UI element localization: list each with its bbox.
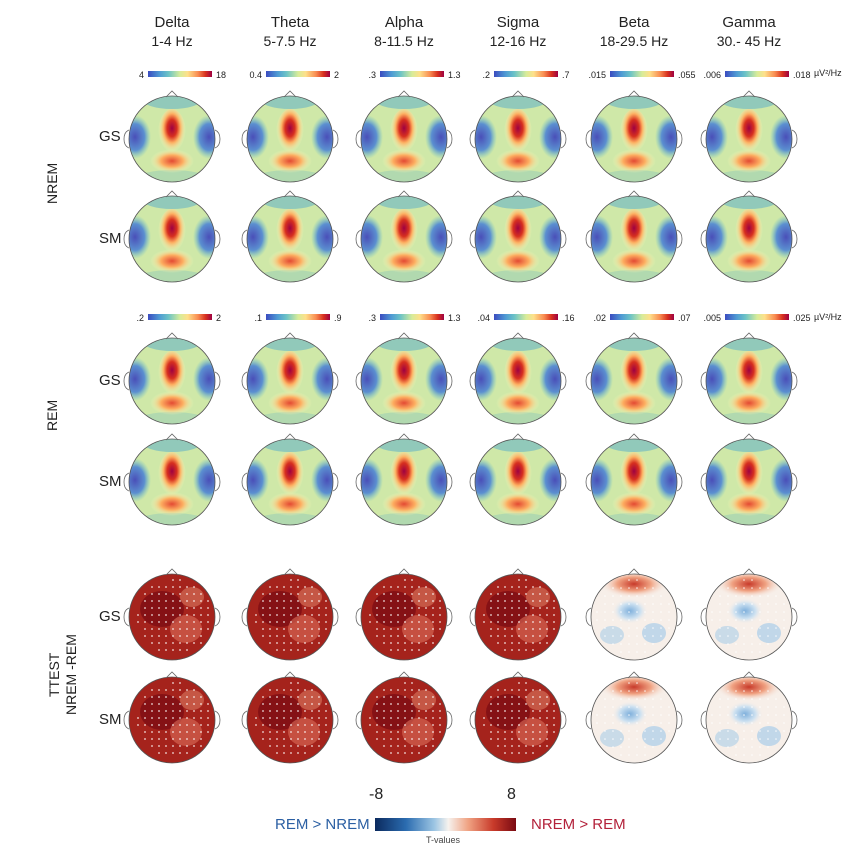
topoplot-ttest-sm-beta bbox=[585, 671, 683, 764]
rem-scale-max-4: .07 bbox=[678, 313, 691, 323]
topoplot-rem-gs-sigma bbox=[469, 332, 567, 425]
topoplot-rem-gs-delta bbox=[123, 332, 221, 425]
rem-scale-max-3: .16 bbox=[562, 313, 575, 323]
topoplot-rem-sm-theta bbox=[241, 433, 339, 526]
band-name-sigma: Sigma bbox=[496, 14, 540, 31]
rem-scale-min-5: .005 bbox=[703, 313, 721, 323]
topoplot-nrem-gs-theta bbox=[241, 90, 339, 183]
rem-unit-label: µV²/Hz bbox=[814, 312, 842, 322]
nrem-scale-max-3: .7 bbox=[562, 70, 570, 80]
nrem-scale-min-0: 4 bbox=[138, 70, 144, 80]
topoplot-nrem-gs-beta bbox=[585, 90, 683, 183]
rem-scale-max-0: 2 bbox=[216, 313, 222, 323]
topoplot-nrem-gs-alpha bbox=[355, 90, 453, 183]
nrem-scale-max-5: .018 bbox=[793, 70, 811, 80]
topoplot-ttest-gs-beta bbox=[585, 568, 683, 661]
nrem-colorbar-3 bbox=[494, 71, 558, 77]
nrem-scale-min-4: .015 bbox=[588, 70, 606, 80]
row-label-ttest-sm: SM bbox=[99, 711, 122, 728]
rem-colorbar-0 bbox=[148, 314, 212, 320]
ttest-min-value: -8 bbox=[369, 786, 384, 803]
band-range-delta: 1-4 Hz bbox=[151, 33, 193, 49]
topoplot-ttest-sm-theta bbox=[241, 671, 339, 764]
rem-colorbar-2 bbox=[380, 314, 444, 320]
topoplot-ttest-gs-gamma bbox=[700, 568, 798, 661]
band-range-alpha: 8-11.5 Hz bbox=[374, 33, 434, 49]
row-label-rem-sm: SM bbox=[99, 473, 122, 490]
band-name-gamma: Gamma bbox=[722, 14, 776, 31]
topoplot-ttest-gs-delta bbox=[123, 568, 221, 661]
topoplot-ttest-sm-gamma bbox=[700, 671, 798, 764]
topoplot-nrem-sm-theta bbox=[241, 190, 339, 283]
band-range-beta: 18-29.5 Hz bbox=[599, 33, 669, 49]
topoplot-rem-sm-delta bbox=[123, 433, 221, 526]
topoplot-nrem-sm-beta bbox=[585, 190, 683, 283]
topoplot-rem-gs-alpha bbox=[355, 332, 453, 425]
nrem-scale-max-2: 1.3 bbox=[448, 70, 461, 80]
topoplot-rem-gs-gamma bbox=[700, 332, 798, 425]
band-name-delta: Delta bbox=[154, 14, 190, 31]
rem-scale-min-2: .3 bbox=[368, 313, 376, 323]
topoplot-rem-sm-beta bbox=[585, 433, 683, 526]
rem-scale-max-2: 1.3 bbox=[448, 313, 461, 323]
ttest-caption: T-values bbox=[426, 835, 461, 845]
row-label-ttest-gs: GS bbox=[99, 608, 121, 625]
rem-colorbar-3 bbox=[494, 314, 558, 320]
band-range-gamma: 30.- 45 Hz bbox=[716, 33, 782, 49]
topoplot-ttest-gs-alpha bbox=[355, 568, 453, 661]
nrem-scale-min-1: 0.4 bbox=[249, 70, 262, 80]
band-range-sigma: 12-16 Hz bbox=[489, 33, 547, 49]
row-label-nrem-gs: GS bbox=[99, 128, 121, 145]
band-range-theta: 5-7.5 Hz bbox=[263, 33, 317, 49]
rem-colorbar-4 bbox=[610, 314, 674, 320]
nrem-scale-max-1: 2 bbox=[334, 70, 340, 80]
nrem-unit-label: µV²/Hz bbox=[814, 68, 842, 78]
row-label-nrem-sm: SM bbox=[99, 230, 122, 247]
topoplot-rem-gs-beta bbox=[585, 332, 683, 425]
topoplot-nrem-sm-gamma bbox=[700, 190, 798, 283]
ttest-max-value: 8 bbox=[507, 786, 516, 803]
ttest-left-label: REM > NREM bbox=[275, 816, 370, 833]
rem-scale-min-4: .02 bbox=[593, 313, 606, 323]
topoplot-rem-sm-alpha bbox=[355, 433, 453, 526]
topoplot-ttest-sm-delta bbox=[123, 671, 221, 764]
nrem-scale-min-5: .006 bbox=[703, 70, 721, 80]
nrem-colorbar-2 bbox=[380, 71, 444, 77]
topoplot-nrem-gs-delta bbox=[123, 90, 221, 183]
topoplot-ttest-sm-sigma bbox=[469, 671, 567, 764]
rem-scale-min-1: .1 bbox=[254, 313, 262, 323]
topoplot-nrem-sm-sigma bbox=[469, 190, 567, 283]
topoplot-rem-sm-gamma bbox=[700, 433, 798, 526]
nrem-scale-max-0: 18 bbox=[216, 70, 227, 80]
band-name-alpha: Alpha bbox=[384, 14, 424, 31]
nrem-colorbar-1 bbox=[266, 71, 330, 77]
topoplot-ttest-gs-theta bbox=[241, 568, 339, 661]
nrem-colorbar-0 bbox=[148, 71, 212, 77]
ttest-colorbar bbox=[375, 818, 516, 831]
rem-colorbar-5 bbox=[725, 314, 789, 320]
topoplot-nrem-gs-gamma bbox=[700, 90, 798, 183]
topoplot-rem-sm-sigma bbox=[469, 433, 567, 526]
rem-scale-max-5: .025 bbox=[793, 313, 811, 323]
topoplot-nrem-gs-sigma bbox=[469, 90, 567, 183]
row-label-rem-gs: GS bbox=[99, 372, 121, 389]
nrem-scale-max-4: .055 bbox=[678, 70, 696, 80]
rem-scale-max-1: .9 bbox=[334, 313, 342, 323]
ttest-right-label: NREM > REM bbox=[531, 816, 626, 833]
nrem-colorbar-5 bbox=[725, 71, 789, 77]
topoplot-ttest-gs-sigma bbox=[469, 568, 567, 661]
topoplot-rem-gs-theta bbox=[241, 332, 339, 425]
rem-scale-min-3: .04 bbox=[477, 313, 490, 323]
topoplot-ttest-sm-alpha bbox=[355, 671, 453, 764]
nrem-colorbar-4 bbox=[610, 71, 674, 77]
topoplot-nrem-sm-delta bbox=[123, 190, 221, 283]
rem-colorbar-1 bbox=[266, 314, 330, 320]
nrem-scale-min-2: .3 bbox=[368, 70, 376, 80]
topoplot-nrem-sm-alpha bbox=[355, 190, 453, 283]
nrem-scale-min-3: .2 bbox=[482, 70, 490, 80]
band-name-theta: Theta bbox=[270, 14, 310, 31]
rem-scale-min-0: .2 bbox=[136, 313, 144, 323]
band-name-beta: Beta bbox=[618, 14, 650, 31]
